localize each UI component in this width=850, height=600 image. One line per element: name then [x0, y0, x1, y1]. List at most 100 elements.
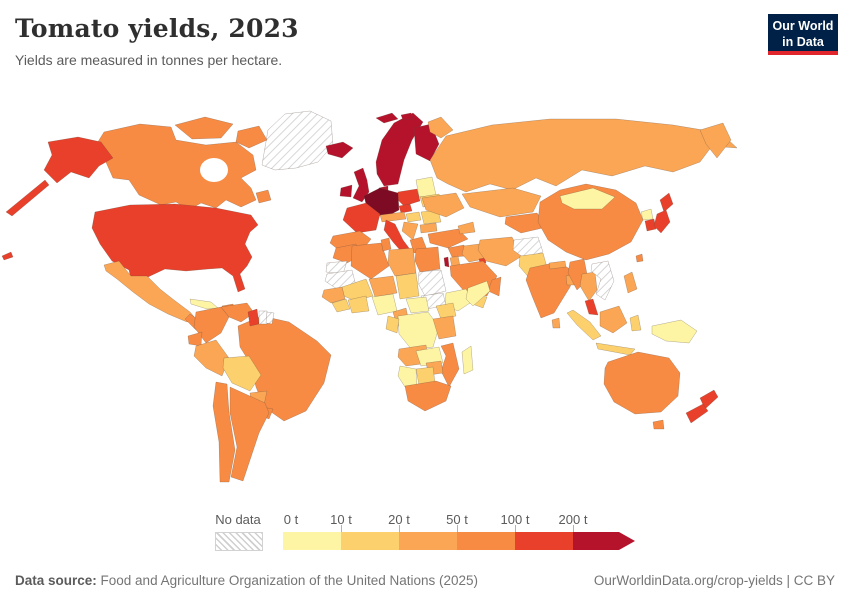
country-chad[interactable]: [395, 272, 420, 300]
country-south-africa[interactable]: [404, 380, 452, 412]
country-hawaii[interactable]: [1, 251, 14, 261]
country-thailand[interactable]: [579, 271, 598, 302]
region-indochina[interactable]: [590, 260, 615, 301]
country-taiwan[interactable]: [635, 253, 644, 263]
country-north-korea[interactable]: [640, 208, 654, 221]
country-greenland[interactable]: [261, 110, 334, 171]
region-central-asia[interactable]: [504, 212, 548, 234]
region-western-balkans[interactable]: [401, 221, 419, 241]
region-guinea[interactable]: [331, 298, 351, 313]
region-svalbard-1[interactable]: [375, 112, 399, 124]
country-ecuador[interactable]: [187, 331, 203, 347]
region-svalbard-2[interactable]: [400, 112, 414, 121]
region-sumatra[interactable]: [566, 309, 602, 341]
region-baltic-states[interactable]: [415, 176, 437, 198]
country-russia-far-east[interactable]: [699, 122, 732, 159]
country-russia[interactable]: [429, 118, 738, 193]
country-guyana[interactable]: [247, 308, 260, 327]
country-alaska[interactable]: [43, 136, 114, 184]
country-bolivia[interactable]: [222, 355, 262, 392]
country-libya[interactable]: [387, 247, 417, 277]
country-alaska-peninsula[interactable]: [5, 179, 50, 217]
footer-source: Data source: Food and Agriculture Organi…: [15, 573, 478, 588]
country-peru[interactable]: [193, 339, 230, 377]
country-somalia[interactable]: [465, 280, 491, 307]
country-canada-east[interactable]: [255, 189, 272, 204]
region-austria-switzerland[interactable]: [379, 211, 407, 223]
country-dr-congo[interactable]: [397, 311, 440, 351]
country-south-korea[interactable]: [644, 218, 657, 232]
country-senegal[interactable]: [321, 286, 346, 304]
country-japan-main[interactable]: [653, 209, 671, 234]
country-hungary[interactable]: [405, 211, 422, 223]
legend-bin-20-50[interactable]: [399, 532, 457, 550]
legend-no-data-swatch[interactable]: [215, 532, 263, 551]
region-borneo[interactable]: [599, 305, 628, 334]
legend-bin-10-20[interactable]: [341, 532, 399, 550]
country-sudan[interactable]: [417, 269, 447, 297]
country-kazakhstan[interactable]: [461, 187, 542, 218]
country-algeria[interactable]: [350, 242, 390, 280]
country-madagascar[interactable]: [461, 345, 474, 375]
country-ireland[interactable]: [339, 184, 353, 198]
country-iceland[interactable]: [325, 141, 354, 159]
country-central-african-republic[interactable]: [405, 296, 430, 314]
country-india[interactable]: [525, 261, 576, 319]
owid-logo-line2: in Data: [782, 34, 824, 49]
region-norway-sweden[interactable]: [375, 112, 424, 187]
region-congo-gabon[interactable]: [385, 315, 400, 334]
country-niger[interactable]: [368, 275, 398, 298]
country-canada-arctic-1[interactable]: [174, 116, 234, 140]
country-turkey[interactable]: [427, 228, 469, 249]
country-malaysia-peninsula[interactable]: [584, 298, 599, 316]
country-tanzania[interactable]: [432, 315, 457, 340]
country-ukraine[interactable]: [421, 192, 465, 218]
region-sulawesi[interactable]: [629, 314, 642, 332]
legend-no-data-label: No data: [215, 512, 261, 527]
country-new-zealand-south[interactable]: [685, 403, 709, 424]
country-australia[interactable]: [603, 351, 681, 415]
legend-tickmark-2: [399, 525, 400, 532]
country-bulgaria[interactable]: [419, 222, 438, 234]
country-canada-arctic-2[interactable]: [235, 125, 268, 149]
country-zambia[interactable]: [415, 346, 444, 367]
legend-bin-100-200[interactable]: [515, 532, 573, 550]
region-caucasus[interactable]: [457, 221, 476, 235]
country-cuba[interactable]: [189, 298, 219, 310]
country-venezuela[interactable]: [220, 302, 255, 323]
country-tunisia[interactable]: [380, 237, 392, 252]
country-argentina[interactable]: [229, 386, 270, 482]
region-java[interactable]: [595, 342, 636, 356]
country-philippines[interactable]: [623, 271, 638, 294]
region-tasmania[interactable]: [652, 419, 665, 430]
country-france[interactable]: [342, 202, 381, 234]
legend-tick-0: 0 t: [283, 512, 299, 527]
owid-logo[interactable]: Our World in Data: [768, 14, 838, 55]
legend-bin-0-10[interactable]: [283, 532, 341, 550]
footer-link[interactable]: OurWorldinData.org/crop-yields | CC BY: [593, 573, 835, 588]
country-sri-lanka[interactable]: [551, 317, 561, 329]
region-uganda-kenya[interactable]: [435, 302, 457, 320]
country-chile[interactable]: [212, 381, 236, 483]
country-czechia[interactable]: [398, 203, 413, 214]
legend-bin-200-plus-arrow[interactable]: [573, 532, 635, 550]
country-papua-new-guinea[interactable]: [651, 319, 698, 344]
country-suriname[interactable]: [258, 310, 268, 325]
country-egypt[interactable]: [414, 246, 441, 273]
region-ivory-coast-ghana[interactable]: [347, 295, 370, 314]
hudson-bay-water: [200, 158, 228, 182]
country-japan-north[interactable]: [659, 192, 674, 213]
country-israel[interactable]: [443, 256, 450, 268]
country-french-guiana[interactable]: [265, 311, 275, 325]
legend-bin-50-100[interactable]: [457, 532, 515, 550]
country-nepal[interactable]: [548, 260, 567, 270]
region-novaya-zemlya[interactable]: [427, 116, 454, 139]
country-poland[interactable]: [396, 188, 421, 207]
country-iran[interactable]: [477, 236, 523, 267]
country-oman[interactable]: [487, 276, 502, 297]
legend-tickmark-4: [515, 525, 516, 532]
legend-tick-4: 100 t: [500, 512, 530, 527]
country-mongolia[interactable]: [559, 187, 616, 210]
country-canada[interactable]: [95, 123, 257, 211]
country-mozambique[interactable]: [440, 342, 460, 388]
